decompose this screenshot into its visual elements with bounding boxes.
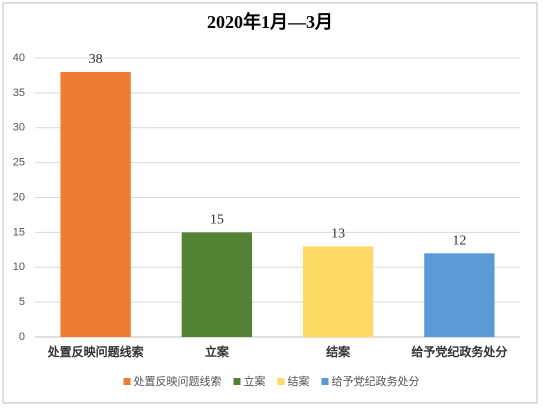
legend-swatch [277,378,285,385]
data-label: 12 [452,234,466,249]
y-tick-label: 0 [19,331,25,343]
data-label: 13 [331,227,345,242]
y-tick-label: 15 [13,226,25,238]
y-tick-label: 25 [13,157,25,169]
chart-title: 2020年1月—3月 [207,11,333,32]
legend-swatch [123,378,131,385]
x-tick-label: 立案 [205,344,230,359]
y-tick-label: 20 [13,191,25,203]
bar [181,232,253,337]
y-tick-label: 40 [13,52,25,64]
y-tick-label: 5 [19,296,25,308]
data-label: 15 [210,213,224,228]
x-tick-label: 结案 [326,344,351,359]
bar [60,71,131,337]
legend-swatch [233,378,241,385]
x-tick-label: 给予党纪政务处分 [411,344,507,359]
legend-label: 给予党纪政务处分 [332,374,420,388]
legend-label: 立案 [244,374,266,388]
y-tick-label: 30 [13,122,25,134]
y-tick-label: 35 [13,87,25,99]
legend-label: 结案 [288,374,310,388]
legend-swatch [321,378,329,385]
legend-label: 处置反映问题线索 [134,374,222,388]
bar [302,246,374,337]
y-tick-label: 10 [13,261,25,273]
data-label: 38 [89,52,103,67]
x-tick-label: 处置反映问题线索 [47,344,144,359]
bar [424,253,495,337]
